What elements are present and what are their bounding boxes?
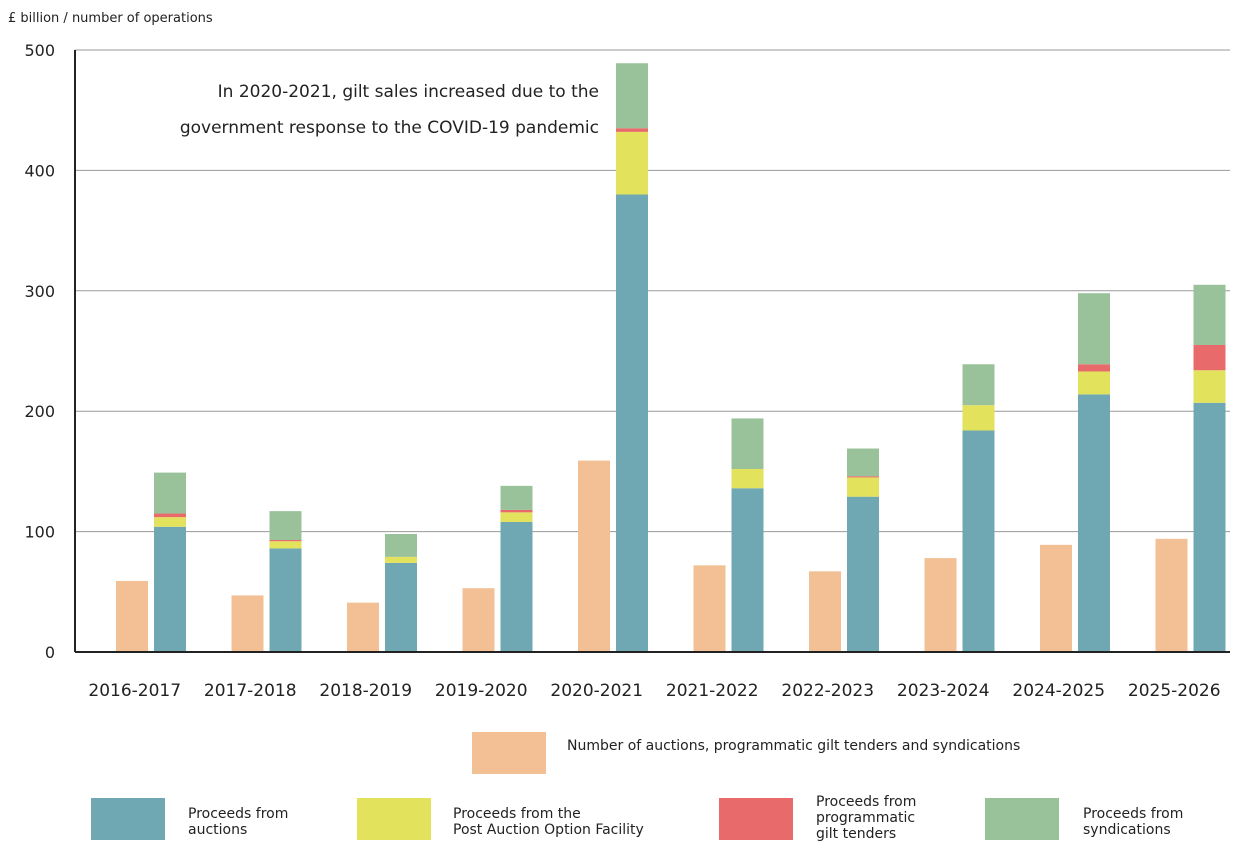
x-tick-2017-2018: 2017-2018 bbox=[204, 681, 297, 701]
bar-count-2023-2024 bbox=[924, 558, 957, 652]
bar-paof-2022-2023 bbox=[847, 477, 879, 497]
legend-label-count: Number of auctions, programmatic gilt te… bbox=[567, 738, 1021, 754]
bar-paof-2025-2026 bbox=[1193, 370, 1226, 403]
bar-auctions-2023-2024 bbox=[962, 430, 995, 652]
bar-syndications-2023-2024 bbox=[962, 364, 995, 406]
bar-syndications-2020-2021 bbox=[616, 63, 648, 129]
bar-tenders-2024-2025 bbox=[1078, 364, 1110, 372]
bar-tenders-2019-2020 bbox=[500, 509, 533, 513]
legend-label-auctions: Proceeds from auctions bbox=[188, 806, 289, 838]
bar-paof-2018-2019 bbox=[385, 556, 417, 563]
bar-paof-2017-2018 bbox=[269, 541, 302, 549]
bar-syndications-2017-2018 bbox=[269, 511, 302, 541]
bar-auctions-2025-2026 bbox=[1193, 402, 1226, 652]
bar-count-2024-2025 bbox=[1040, 544, 1072, 652]
bar-tenders-2017-2018 bbox=[269, 540, 302, 542]
bar-syndications-2025-2026 bbox=[1193, 284, 1226, 345]
legend-swatch-syndications bbox=[985, 798, 1059, 840]
x-tick-2024-2025: 2024-2025 bbox=[1012, 681, 1105, 701]
bar-count-2016-2017 bbox=[116, 580, 148, 652]
bar-syndications-2024-2025 bbox=[1078, 293, 1110, 365]
bars bbox=[116, 63, 1226, 653]
annotation-line-2: government response to the COVID-19 pand… bbox=[180, 118, 599, 138]
bar-auctions-2016-2017 bbox=[154, 526, 186, 652]
bar-auctions-2021-2022 bbox=[731, 488, 764, 652]
bar-count-2025-2026 bbox=[1155, 538, 1188, 652]
x-tick-2023-2024: 2023-2024 bbox=[897, 681, 990, 701]
bar-paof-2019-2020 bbox=[500, 512, 533, 522]
bar-auctions-2022-2023 bbox=[847, 496, 879, 652]
legend-swatch-count bbox=[472, 732, 546, 774]
bar-tenders-2025-2026 bbox=[1193, 344, 1226, 371]
y-tick-100: 100 bbox=[24, 523, 55, 542]
x-tick-2018-2019: 2018-2019 bbox=[319, 681, 412, 701]
bar-count-2020-2021 bbox=[578, 460, 610, 652]
bar-syndications-2021-2022 bbox=[731, 418, 764, 469]
bar-count-2017-2018 bbox=[231, 595, 264, 652]
bar-auctions-2017-2018 bbox=[269, 548, 302, 652]
bar-auctions-2020-2021 bbox=[616, 194, 648, 653]
legend-swatch-auctions bbox=[91, 798, 165, 840]
bar-tenders-2020-2021 bbox=[616, 128, 648, 132]
bar-paof-2016-2017 bbox=[154, 517, 186, 527]
x-tick-2025-2026: 2025-2026 bbox=[1128, 681, 1221, 701]
y-tick-300: 300 bbox=[24, 282, 55, 301]
bar-tenders-2022-2023 bbox=[847, 476, 879, 478]
legend-label-paof: Proceeds from the Post Auction Option Fa… bbox=[453, 806, 644, 838]
y-tick-200: 200 bbox=[24, 402, 55, 421]
bar-paof-2023-2024 bbox=[962, 405, 995, 431]
x-tick-2021-2022: 2021-2022 bbox=[666, 681, 759, 701]
legend-swatch-paof bbox=[357, 798, 431, 840]
bar-paof-2020-2021 bbox=[616, 131, 648, 195]
x-tick-2019-2020: 2019-2020 bbox=[435, 681, 528, 701]
y-tick-0: 0 bbox=[45, 643, 55, 662]
y-axis-label: £ billion / number of operations bbox=[8, 11, 213, 26]
x-tick-2020-2021: 2020-2021 bbox=[550, 681, 643, 701]
bar-count-2022-2023 bbox=[809, 571, 841, 652]
legend-swatch-tenders bbox=[719, 798, 793, 840]
bar-paof-2021-2022 bbox=[731, 468, 764, 489]
bar-syndications-2018-2019 bbox=[385, 534, 417, 557]
bar-tenders-2016-2017 bbox=[154, 513, 186, 518]
bar-syndications-2022-2023 bbox=[847, 448, 879, 477]
bar-count-2019-2020 bbox=[462, 588, 495, 652]
y-tick-labels: 0 100 200 300 400 500 bbox=[24, 41, 55, 662]
bar-auctions-2019-2020 bbox=[500, 521, 533, 652]
bar-paof-2024-2025 bbox=[1078, 371, 1110, 395]
bar-count-2021-2022 bbox=[693, 565, 726, 652]
x-tick-2016-2017: 2016-2017 bbox=[88, 681, 181, 701]
annotation-line-1: In 2020-2021, gilt sales increased due t… bbox=[218, 82, 599, 102]
bar-count-2018-2019 bbox=[347, 602, 379, 652]
bar-auctions-2018-2019 bbox=[385, 562, 417, 652]
bar-syndications-2019-2020 bbox=[500, 485, 533, 510]
x-tick-2022-2023: 2022-2023 bbox=[781, 681, 874, 701]
legend-label-syndications: Proceeds from syndications bbox=[1083, 806, 1184, 838]
bar-syndications-2016-2017 bbox=[154, 472, 186, 514]
y-tick-500: 500 bbox=[24, 41, 55, 60]
bar-auctions-2024-2025 bbox=[1078, 394, 1110, 652]
legend-label-tenders: Proceeds from programmatic gilt tenders bbox=[816, 794, 917, 842]
gridlines bbox=[75, 49, 1230, 533]
y-tick-400: 400 bbox=[24, 161, 55, 180]
category-labels: 2016-2017 2017-2018 2018-2019 2019-2020 2020… bbox=[88, 681, 1220, 701]
